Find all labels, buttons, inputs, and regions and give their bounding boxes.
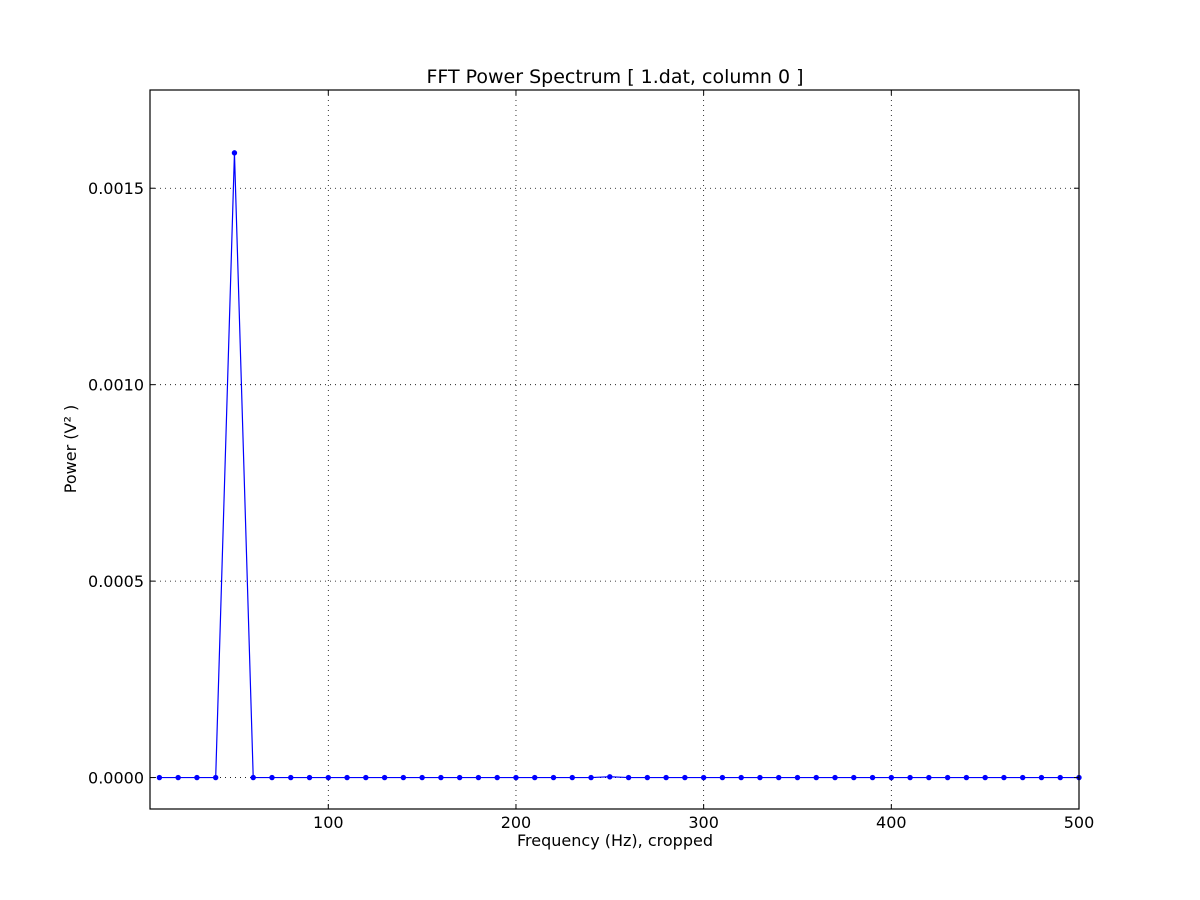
data-point bbox=[982, 774, 988, 781]
x-tick-label: 500 bbox=[1064, 813, 1095, 832]
data-point bbox=[212, 774, 219, 781]
data-point bbox=[381, 774, 388, 781]
data-point bbox=[250, 774, 256, 781]
data-point bbox=[194, 774, 200, 781]
data-point bbox=[1019, 774, 1026, 781]
data-point bbox=[532, 774, 538, 781]
data-point bbox=[776, 774, 782, 781]
x-tick-label: 400 bbox=[876, 813, 907, 832]
data-point bbox=[926, 774, 932, 781]
data-point bbox=[288, 774, 294, 781]
data-point bbox=[438, 774, 444, 781]
data-point bbox=[475, 774, 482, 781]
y-tick-label: 0.0005 bbox=[88, 572, 144, 591]
data-point bbox=[907, 774, 913, 781]
y-tick-label: 0.0000 bbox=[88, 769, 144, 788]
series-layer bbox=[156, 150, 1082, 781]
data-point bbox=[794, 774, 801, 781]
data-point bbox=[832, 774, 838, 781]
data-point bbox=[231, 150, 238, 156]
y-axis-label: Power (V² ) bbox=[61, 405, 80, 493]
data-point bbox=[719, 774, 726, 781]
chart-title: FFT Power Spectrum [ 1.dat, column 0 ] bbox=[426, 66, 803, 88]
data-point bbox=[400, 774, 407, 781]
data-point bbox=[569, 774, 575, 781]
data-point bbox=[869, 774, 876, 781]
data-point bbox=[494, 774, 500, 781]
y-tick-label: 0.0010 bbox=[88, 376, 144, 395]
data-point bbox=[644, 774, 651, 781]
data-point bbox=[813, 774, 819, 781]
data-point bbox=[682, 774, 688, 781]
series-line bbox=[159, 152, 1079, 779]
axis-ticks: 100 200 300 400 500 0.0000 0.0005 0.0010 0.0015 bbox=[88, 90, 1094, 832]
data-point bbox=[625, 774, 632, 781]
data-point bbox=[944, 774, 951, 781]
x-tick-label: 200 bbox=[501, 813, 532, 832]
data-point bbox=[607, 774, 613, 780]
plot-area-frame bbox=[149, 89, 1080, 810]
data-point bbox=[888, 774, 895, 781]
data-point bbox=[738, 774, 744, 781]
data-point bbox=[419, 774, 425, 781]
data-point bbox=[456, 774, 463, 781]
data-point bbox=[1057, 774, 1063, 781]
data-point bbox=[156, 774, 163, 781]
data-point bbox=[588, 774, 594, 781]
data-point bbox=[325, 774, 331, 781]
data-point bbox=[306, 774, 313, 781]
data-point bbox=[757, 774, 763, 781]
data-point bbox=[851, 774, 857, 781]
data-point bbox=[513, 774, 519, 781]
data-point bbox=[700, 774, 707, 781]
x-axis-label: Frequency (Hz), cropped bbox=[517, 831, 713, 850]
x-tick-label: 100 bbox=[313, 813, 344, 832]
data-point bbox=[550, 774, 557, 781]
x-tick-label: 300 bbox=[688, 813, 719, 832]
data-point bbox=[269, 774, 275, 781]
data-point bbox=[175, 774, 181, 781]
data-point bbox=[1038, 774, 1045, 781]
y-tick-label: 0.0015 bbox=[88, 179, 144, 198]
data-point bbox=[963, 774, 970, 781]
data-point bbox=[1001, 774, 1007, 781]
data-point bbox=[363, 774, 369, 781]
data-point bbox=[663, 774, 669, 781]
data-point bbox=[344, 774, 350, 781]
